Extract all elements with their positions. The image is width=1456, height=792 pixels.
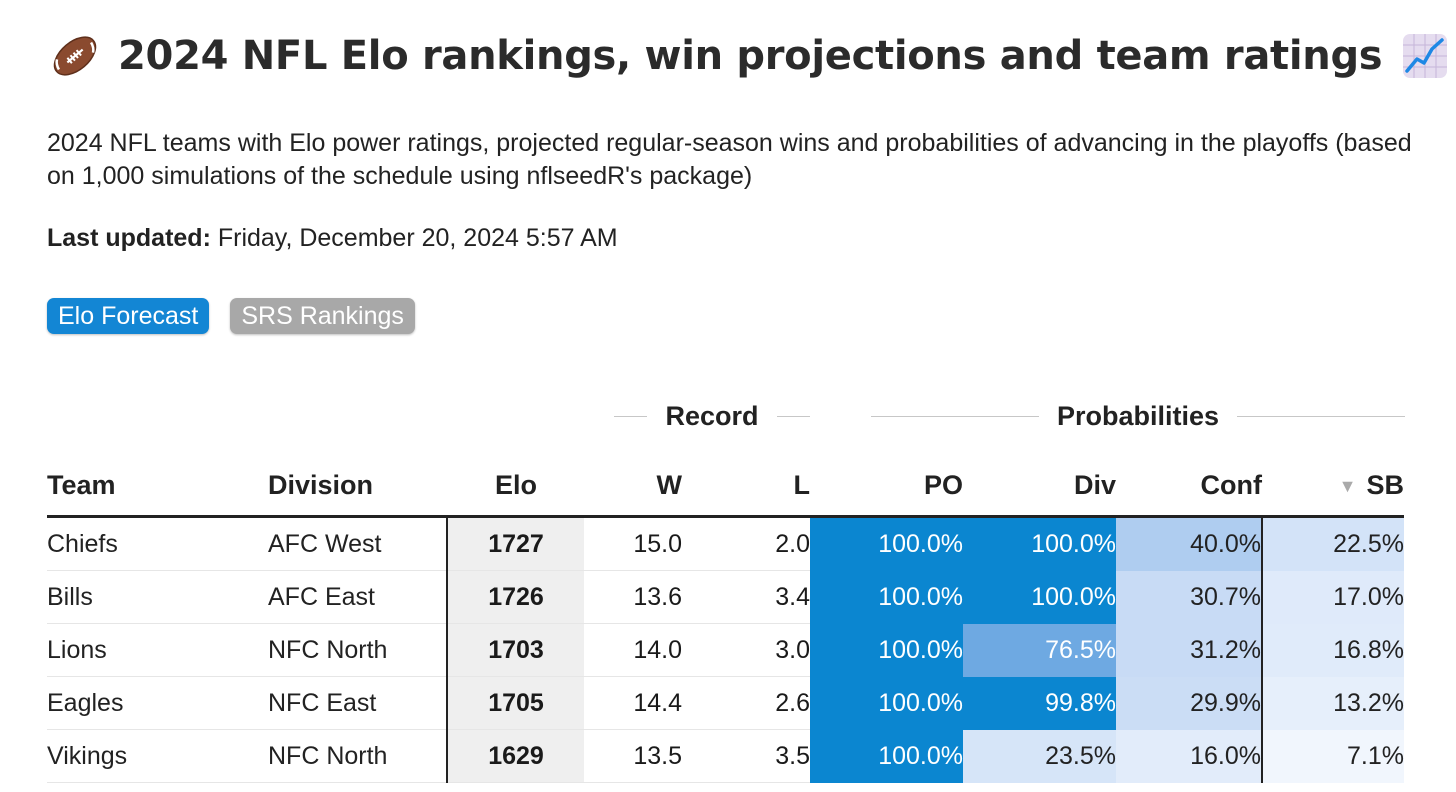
divider <box>614 415 648 417</box>
cell-division: NFC North <box>268 729 447 783</box>
sort-descending-icon: ▼ <box>1338 476 1357 496</box>
cell-l: 2.0 <box>682 516 810 571</box>
cell-w: 14.4 <box>584 676 682 730</box>
cell-division: NFC East <box>268 676 447 730</box>
col-header-elo[interactable]: Elo <box>447 456 584 518</box>
probabilities-group-header: Probabilities <box>871 396 1406 436</box>
view-tabs: Elo Forecast SRS Rankings <box>47 298 415 334</box>
page-subtitle: 2024 NFL teams with Elo power ratings, p… <box>47 129 1412 190</box>
divider <box>1237 415 1406 417</box>
col-header-l[interactable]: L <box>682 456 810 518</box>
cell-sb: 13.2% <box>1262 676 1404 730</box>
cell-team: Bills <box>47 570 268 624</box>
cell-div: 100.0% <box>963 516 1116 571</box>
cell-conf: 16.0% <box>1116 729 1263 783</box>
cell-po: 100.0% <box>810 676 963 730</box>
col-header-po[interactable]: PO <box>810 456 963 518</box>
cell-div: 76.5% <box>963 623 1116 677</box>
cell-div: 99.8% <box>963 676 1116 730</box>
cell-w: 15.0 <box>584 516 682 571</box>
cell-elo: 1726 <box>446 570 584 624</box>
last-updated: Last updated: Friday, December 20, 2024 … <box>47 224 618 253</box>
cell-sb: 17.0% <box>1262 570 1404 624</box>
cell-l: 3.0 <box>682 623 810 677</box>
divider <box>776 415 810 417</box>
cell-conf: 29.9% <box>1116 676 1263 730</box>
cell-div: 100.0% <box>963 570 1116 624</box>
cell-po: 100.0% <box>810 729 963 783</box>
cell-div: 23.5% <box>963 729 1116 783</box>
page-title-row: 2024 NFL Elo rankings, win projections a… <box>50 28 1448 84</box>
col-header-w[interactable]: W <box>584 456 682 518</box>
col-header-sb-label: SB <box>1366 470 1404 500</box>
table-row: Vikings NFC North 1629 13.5 3.5 100.0% 23.5% 16… <box>47 729 1404 783</box>
cell-w: 13.6 <box>584 570 682 624</box>
cell-l: 3.5 <box>682 729 810 783</box>
cell-elo: 1629 <box>446 729 584 783</box>
divider <box>871 415 1039 417</box>
table-row: Eagles NFC East 1705 14.4 2.6 100.0% 99.8% 29.9… <box>47 676 1404 730</box>
page-title: 2024 NFL Elo rankings, win projections a… <box>118 33 1383 79</box>
cell-conf: 40.0% <box>1116 516 1263 571</box>
cell-w: 14.0 <box>584 623 682 677</box>
cell-team: Lions <box>47 623 268 677</box>
cell-sb: 22.5% <box>1262 516 1404 571</box>
tab-elo-forecast[interactable]: Elo Forecast <box>47 298 210 334</box>
cell-l: 2.6 <box>682 676 810 730</box>
chart-increasing-icon <box>1403 34 1448 78</box>
col-header-division[interactable]: Division <box>268 456 447 518</box>
cell-team: Chiefs <box>47 516 268 571</box>
cell-division: NFC North <box>268 623 447 677</box>
cell-elo: 1705 <box>446 676 584 730</box>
cell-division: AFC West <box>268 516 447 571</box>
header-row: Team Division Elo W L PO Div Conf ▼ SB <box>47 456 1404 518</box>
cell-conf: 31.2% <box>1116 623 1263 677</box>
football-icon <box>53 36 97 76</box>
rankings-table: Team Division Elo W L PO Div Conf ▼ SB Ch… <box>47 456 1404 783</box>
cell-division: AFC East <box>268 570 447 624</box>
table-row: Lions NFC North 1703 14.0 3.0 100.0% 76.5% 31.2… <box>47 623 1404 677</box>
cell-elo: 1703 <box>446 623 584 677</box>
tab-srs-rankings[interactable]: SRS Rankings <box>230 298 415 334</box>
table-row: Bills AFC East 1726 13.6 3.4 100.0% 100.0% 30.7… <box>47 570 1404 624</box>
last-updated-value: Friday, December 20, 2024 5:57 AM <box>210 224 618 252</box>
cell-po: 100.0% <box>810 623 963 677</box>
record-group-label: Record <box>665 400 759 431</box>
cell-team: Eagles <box>47 676 268 730</box>
record-group-header: Record <box>614 396 810 436</box>
col-header-team[interactable]: Team <box>47 456 268 518</box>
cell-w: 13.5 <box>584 729 682 783</box>
col-header-conf[interactable]: Conf <box>1116 456 1262 518</box>
col-header-sb[interactable]: ▼ SB <box>1262 456 1404 518</box>
cell-l: 3.4 <box>682 570 810 624</box>
last-updated-label: Last updated: <box>47 224 211 252</box>
table-row: Chiefs AFC West 1727 15.0 2.0 100.0% 100.0% 40.… <box>47 516 1404 571</box>
cell-po: 100.0% <box>810 570 963 624</box>
cell-conf: 30.7% <box>1116 570 1263 624</box>
cell-sb: 16.8% <box>1262 623 1404 677</box>
cell-sb: 7.1% <box>1262 729 1404 783</box>
cell-po: 100.0% <box>810 516 963 571</box>
cell-elo: 1727 <box>446 516 584 571</box>
cell-team: Vikings <box>47 729 268 783</box>
col-header-div[interactable]: Div <box>963 456 1116 518</box>
probabilities-group-label: Probabilities <box>1056 400 1220 431</box>
